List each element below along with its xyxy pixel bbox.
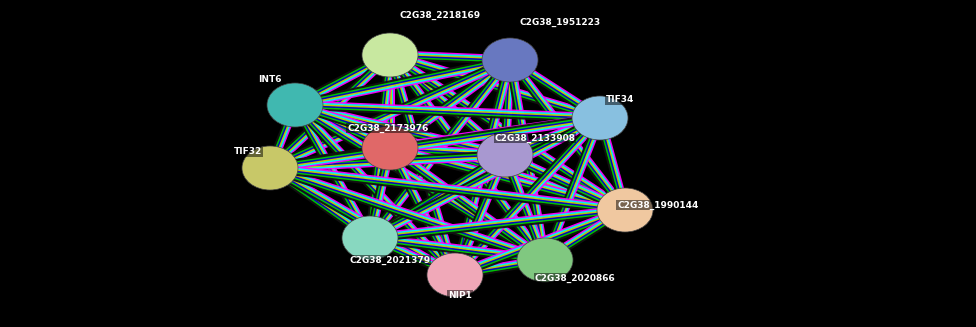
Text: NIP1: NIP1: [448, 290, 472, 300]
Ellipse shape: [572, 96, 628, 140]
Ellipse shape: [362, 126, 418, 170]
Text: INT6: INT6: [259, 76, 282, 84]
Text: C2G38_2021379: C2G38_2021379: [349, 255, 430, 265]
Ellipse shape: [427, 253, 483, 297]
Text: C2G38_1990144: C2G38_1990144: [617, 200, 699, 210]
Ellipse shape: [517, 238, 573, 282]
Ellipse shape: [477, 133, 533, 177]
Text: TIF34: TIF34: [606, 95, 634, 105]
Text: C2G38_2020866: C2G38_2020866: [535, 273, 616, 283]
Ellipse shape: [342, 216, 398, 260]
Text: TIF32: TIF32: [234, 147, 263, 157]
Text: C2G38_1951223: C2G38_1951223: [519, 17, 600, 26]
Ellipse shape: [267, 83, 323, 127]
Text: C2G38_2133908: C2G38_2133908: [495, 133, 576, 143]
Ellipse shape: [242, 146, 298, 190]
Text: C2G38_2173976: C2G38_2173976: [347, 123, 428, 132]
Ellipse shape: [597, 188, 653, 232]
Ellipse shape: [362, 33, 418, 77]
Text: C2G38_2218169: C2G38_2218169: [399, 10, 480, 20]
Ellipse shape: [482, 38, 538, 82]
